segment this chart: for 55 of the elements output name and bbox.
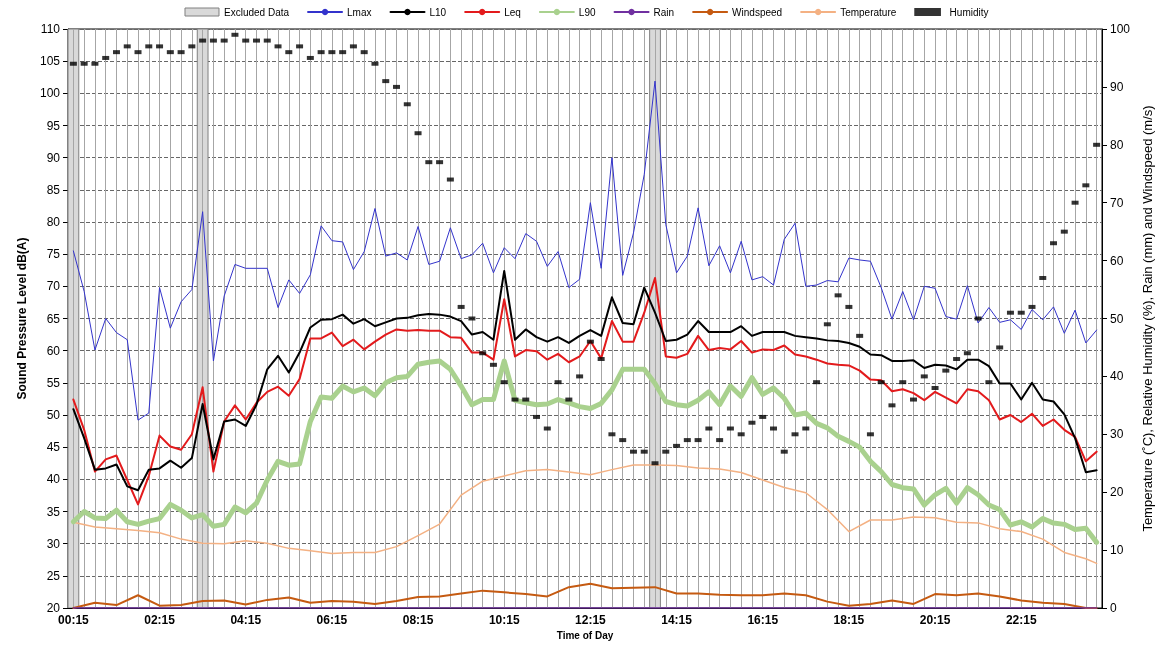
- x-tick-label: 18:15: [833, 613, 865, 627]
- x-tick-label: 22:15: [1005, 613, 1037, 627]
- x-tick-label: 20:15: [919, 613, 951, 627]
- x-tick-label: 10:15: [488, 613, 520, 627]
- line-series: [72, 80, 1098, 421]
- x-tick-label: 04:15: [230, 613, 262, 627]
- y2-tick-label: 30: [1110, 427, 1124, 442]
- legend-label: Leq: [504, 6, 521, 18]
- legend-label: Humidity: [949, 6, 989, 18]
- legend-label: Temperature: [840, 6, 897, 18]
- y-tick-label: 45: [46, 440, 61, 455]
- y2-tick-label: 60: [1110, 253, 1124, 268]
- y2-tick-label: 50: [1110, 311, 1124, 326]
- y-tick-label: 70: [46, 279, 61, 294]
- y-tick-label: 35: [46, 504, 61, 519]
- y-tick-label: 110: [40, 22, 61, 36]
- legend-label: L90: [578, 6, 596, 18]
- y-axis-title: Sound Pressure Level dB(A): [15, 237, 29, 400]
- y-tick-label: 50: [46, 408, 61, 422]
- y2-tick-label: 20: [1110, 485, 1124, 500]
- y2-tick-label: 0: [1110, 601, 1117, 615]
- y2-tick-label: 90: [1110, 79, 1124, 94]
- y-tick-label: 60: [46, 343, 61, 358]
- legend-label: L10: [429, 6, 447, 18]
- x-tick-label: 00:15: [58, 613, 90, 627]
- y-tick-label: 75: [46, 247, 61, 262]
- y2-tick-label: 40: [1110, 369, 1124, 384]
- legend-label: Rain: [653, 6, 675, 18]
- x-tick-label: 06:15: [316, 613, 348, 627]
- y2-tick-label: 10: [1110, 543, 1124, 558]
- x-tick-label: 14:15: [661, 613, 693, 627]
- y-tick-label: 85: [46, 182, 61, 197]
- y-tick-label: 95: [46, 118, 61, 133]
- y-tick-label: 105: [39, 54, 61, 69]
- y2-tick-label: 70: [1110, 195, 1124, 210]
- y-tick-label: 90: [46, 150, 61, 165]
- y2-tick-label: 100: [1110, 22, 1131, 36]
- legend-label: Windspeed: [732, 6, 783, 18]
- x-tick-label: 12:15: [575, 613, 607, 627]
- y-tick-label: 40: [46, 472, 61, 487]
- x-tick-label: 16:15: [747, 613, 779, 627]
- x-tick-label: 02:15: [144, 613, 176, 627]
- y-tick-label: 20: [46, 601, 61, 615]
- y2-axis-title: Temperature (˚C), Relative Humidity (%), Rain (mm) and Windspeed (m/s): [1139, 105, 1155, 532]
- y-tick-label: 65: [46, 311, 61, 326]
- legend-label: Excluded Data: [224, 6, 290, 18]
- legend-label: Lmax: [347, 6, 372, 18]
- x-tick-label: 08:15: [402, 613, 434, 627]
- y2-tick-label: 80: [1110, 137, 1124, 152]
- y-tick-label: 80: [46, 215, 61, 229]
- y-tick-label: 55: [46, 375, 61, 390]
- y-tick-label: 25: [46, 568, 61, 583]
- y-tick-label: 100: [39, 86, 61, 101]
- y-tick-label: 30: [46, 536, 61, 551]
- x-axis-title: Time of Day: [556, 630, 614, 642]
